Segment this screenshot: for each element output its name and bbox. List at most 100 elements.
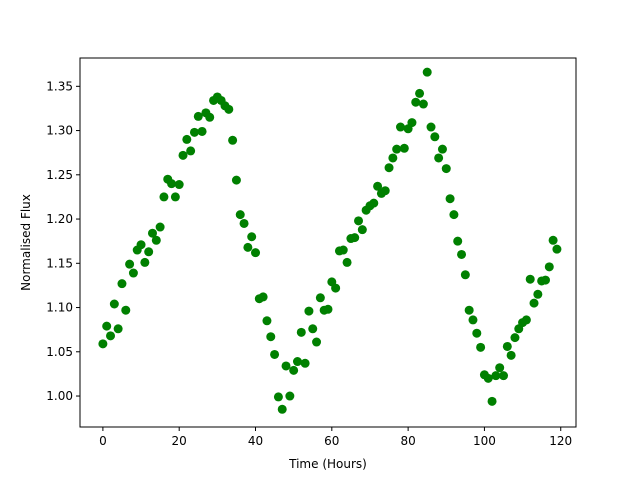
y-tick-label: 1.35 xyxy=(46,79,73,93)
data-point xyxy=(98,339,108,349)
data-point xyxy=(415,88,425,98)
data-point xyxy=(136,240,146,250)
data-point xyxy=(300,358,310,368)
data-point xyxy=(262,316,272,326)
data-point xyxy=(464,305,474,315)
data-point xyxy=(121,305,131,315)
data-point xyxy=(277,404,287,414)
data-point xyxy=(540,275,550,285)
data-point xyxy=(228,135,238,145)
data-point xyxy=(552,244,562,254)
data-point xyxy=(243,242,253,252)
y-tick-label: 1.10 xyxy=(46,301,73,315)
x-tick-label: 80 xyxy=(400,434,415,448)
data-point xyxy=(399,143,409,153)
data-point xyxy=(495,363,505,373)
data-point xyxy=(437,144,447,154)
x-tick-label: 40 xyxy=(248,434,263,448)
x-tick-label: 100 xyxy=(473,434,496,448)
data-point xyxy=(308,324,318,334)
x-axis-label: Time (Hours) xyxy=(288,457,367,471)
data-point xyxy=(441,164,451,174)
data-point xyxy=(395,122,405,132)
data-point xyxy=(125,259,135,269)
data-point xyxy=(167,179,177,189)
data-point xyxy=(224,104,234,114)
data-point xyxy=(521,315,531,325)
data-point xyxy=(178,150,188,160)
data-point xyxy=(205,112,215,122)
data-point xyxy=(292,357,302,367)
data-point xyxy=(186,146,196,156)
data-point xyxy=(304,306,314,316)
data-point xyxy=(270,349,280,359)
data-point xyxy=(350,233,360,243)
x-tick-label: 20 xyxy=(172,434,187,448)
data-point xyxy=(426,122,436,132)
data-point xyxy=(239,218,249,228)
data-point xyxy=(357,225,367,235)
data-point xyxy=(338,245,348,255)
data-point xyxy=(453,236,463,246)
data-point xyxy=(151,235,161,245)
data-point xyxy=(315,293,325,303)
data-point xyxy=(434,153,444,163)
data-point xyxy=(407,118,417,128)
data-point xyxy=(106,331,116,341)
data-point xyxy=(373,181,383,191)
data-point xyxy=(289,365,299,375)
data-point xyxy=(197,126,207,136)
y-axis-label: Normalised Flux xyxy=(19,194,33,291)
data-point xyxy=(281,361,291,371)
data-point xyxy=(544,262,554,272)
data-point xyxy=(251,248,261,258)
data-point xyxy=(548,235,558,245)
data-point xyxy=(354,216,364,226)
data-point xyxy=(487,396,497,406)
data-points xyxy=(98,67,562,414)
data-point xyxy=(380,186,390,196)
data-point xyxy=(369,198,379,208)
data-point xyxy=(525,274,535,284)
x-tick-label: 0 xyxy=(99,434,107,448)
x-tick-label: 120 xyxy=(549,434,572,448)
data-point xyxy=(533,289,543,299)
data-point xyxy=(155,222,165,232)
data-point xyxy=(117,279,127,289)
data-point xyxy=(418,99,428,109)
data-point xyxy=(331,283,341,293)
data-point xyxy=(483,373,493,383)
data-point xyxy=(182,134,192,144)
data-point xyxy=(430,132,440,142)
data-point xyxy=(384,163,394,173)
y-tick-label: 1.00 xyxy=(46,389,73,403)
data-point xyxy=(529,298,539,308)
data-point xyxy=(323,304,333,314)
data-point xyxy=(193,111,203,121)
data-point xyxy=(411,97,421,107)
data-point xyxy=(273,392,283,402)
data-point xyxy=(457,249,467,259)
y-tick-label: 1.20 xyxy=(46,212,73,226)
data-point xyxy=(102,321,112,331)
data-point xyxy=(460,270,470,280)
data-point xyxy=(312,337,322,347)
data-point xyxy=(170,192,180,202)
data-point xyxy=(445,194,455,204)
data-point xyxy=(235,210,245,220)
data-point xyxy=(147,228,157,238)
data-point xyxy=(468,315,478,325)
data-point xyxy=(189,127,199,137)
y-tick-label: 1.25 xyxy=(46,168,73,182)
x-tick-label: 60 xyxy=(324,434,339,448)
y-tick-label: 1.05 xyxy=(46,345,73,359)
data-point xyxy=(506,350,516,360)
data-point xyxy=(342,257,352,267)
data-point xyxy=(159,192,169,202)
data-point xyxy=(128,268,138,278)
x-axis-ticks: 0 20 40 60 80 100 120 xyxy=(99,427,572,448)
data-point xyxy=(422,67,432,77)
data-point xyxy=(174,180,184,190)
